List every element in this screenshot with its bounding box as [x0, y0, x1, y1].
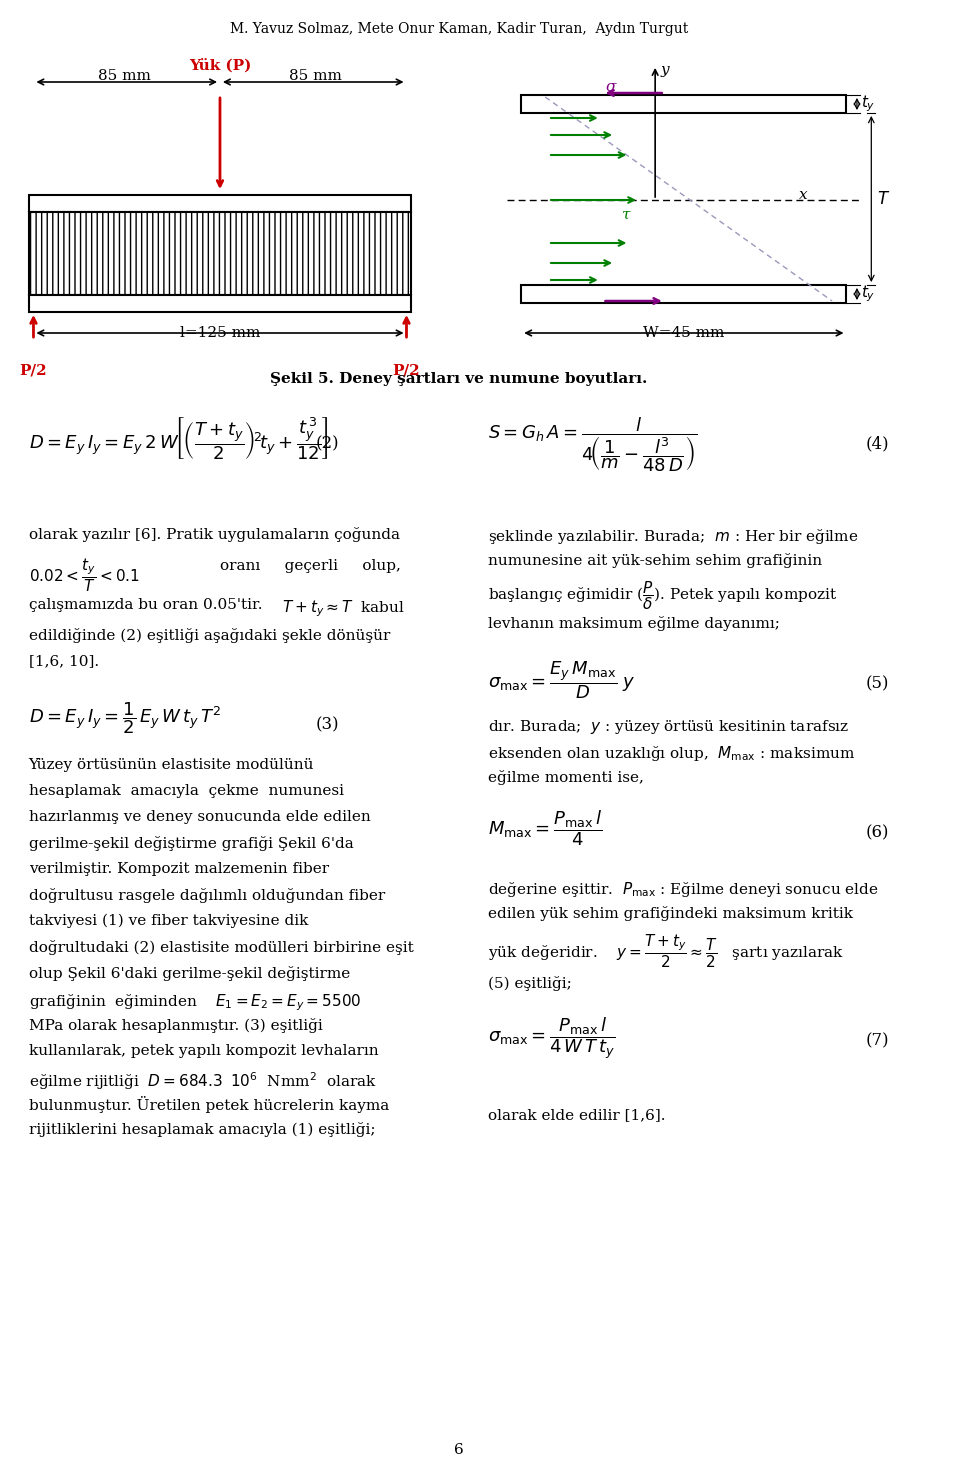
Text: 85 mm: 85 mm — [289, 69, 342, 83]
Text: l=125 mm: l=125 mm — [180, 326, 260, 340]
Text: rijitliklerini hesaplamak amacıyla (1) eşitliği;: rijitliklerini hesaplamak amacıyla (1) e… — [29, 1121, 375, 1138]
Text: olarak yazılır [6]. Pratik uygulamaların çoğunda: olarak yazılır [6]. Pratik uygulamaların… — [29, 527, 399, 542]
Text: $D = E_y\, I_y = E_y\, 2\, W\!\left[\left(\dfrac{T + t_y}{2}\right)^{\!2}\! t_y : $D = E_y\, I_y = E_y\, 2\, W\!\left[\lef… — [29, 414, 328, 461]
Text: P/2: P/2 — [393, 363, 420, 378]
Text: x: x — [799, 187, 807, 202]
Text: levhanın maksimum eğilme dayanımı;: levhanın maksimum eğilme dayanımı; — [488, 616, 780, 631]
Text: oranı     geçerli     olup,: oranı geçerli olup, — [220, 559, 401, 572]
Text: Yük (P): Yük (P) — [189, 59, 252, 72]
Bar — [29, 195, 411, 212]
Text: doğrultusu rasgele dağılımlı olduğundan fiber: doğrultusu rasgele dağılımlı olduğundan … — [29, 889, 385, 903]
Text: Yüzey örtüsünün elastisite modülünü: Yüzey örtüsünün elastisite modülünü — [29, 758, 314, 772]
Text: 6: 6 — [454, 1444, 464, 1457]
Text: eğilme momenti ise,: eğilme momenti ise, — [488, 770, 643, 785]
Text: (5): (5) — [866, 675, 889, 692]
Text: takviyesi (1) ve fiber takviyesine dik: takviyesi (1) ve fiber takviyesine dik — [29, 914, 308, 928]
Text: [1,6, 10].: [1,6, 10]. — [29, 654, 99, 668]
Text: başlangıç eğimidir ($\dfrac{P}{\delta}$). Petek yapılı kompozit: başlangıç eğimidir ($\dfrac{P}{\delta}$)… — [488, 578, 837, 612]
Text: $t_y$: $t_y$ — [861, 94, 876, 114]
Text: $0.02 < \dfrac{t_y}{T} < 0.1$: $0.02 < \dfrac{t_y}{T} < 0.1$ — [29, 556, 139, 593]
Text: doğrultudaki (2) elastisite modülleri birbirine eşit: doğrultudaki (2) elastisite modülleri bi… — [29, 940, 414, 955]
Text: olarak elde edilir [1,6].: olarak elde edilir [1,6]. — [488, 1108, 665, 1121]
Bar — [521, 95, 847, 113]
Text: gerilme-şekil değiştirme grafiği Şekil 6'da: gerilme-şekil değiştirme grafiği Şekil 6… — [29, 836, 353, 851]
Text: W=45 mm: W=45 mm — [643, 326, 725, 340]
Text: y: y — [660, 63, 669, 78]
Text: $T + t_y \approx T$  kabul: $T + t_y \approx T$ kabul — [282, 597, 405, 619]
Text: MPa olarak hesaplanmıştır. (3) eşitliği: MPa olarak hesaplanmıştır. (3) eşitliği — [29, 1017, 323, 1034]
Text: $T$: $T$ — [877, 190, 890, 208]
Text: verilmiştir. Kompozit malzemenin fiber: verilmiştir. Kompozit malzemenin fiber — [29, 862, 329, 875]
Text: grafiğinin  eğiminden    $E_1 = E_2 = E_y = 5500$: grafiğinin eğiminden $E_1 = E_2 = E_y = … — [29, 993, 361, 1013]
Text: şeklinde yazılabilir. Burada;  $m$ : Her bir eğilme: şeklinde yazılabilir. Burada; $m$ : Her … — [488, 527, 858, 546]
Text: kullanılarak, petek yapılı kompozit levhaların: kullanılarak, petek yapılı kompozit levh… — [29, 1044, 378, 1058]
Text: (3): (3) — [316, 716, 339, 733]
Text: P/2: P/2 — [19, 363, 47, 378]
Text: eksenden olan uzaklığı olup,  $M_{\mathrm{max}}$ : maksimum: eksenden olan uzaklığı olup, $M_{\mathrm… — [488, 744, 855, 763]
Text: $D = E_y\, I_y = \dfrac{1}{2}\, E_y\, W\, t_y\, T^2$: $D = E_y\, I_y = \dfrac{1}{2}\, E_y\, W\… — [29, 700, 221, 735]
Text: σ: σ — [606, 81, 615, 94]
Text: çalışmamızda bu oran 0.05'tir.: çalışmamızda bu oran 0.05'tir. — [29, 597, 262, 612]
Bar — [29, 296, 411, 312]
Text: (5) eşitliği;: (5) eşitliği; — [488, 976, 571, 991]
Text: hazırlanmış ve deney sonucunda elde edilen: hazırlanmış ve deney sonucunda elde edil… — [29, 810, 371, 824]
Text: τ: τ — [622, 208, 630, 223]
Bar — [29, 212, 411, 296]
Text: olup Şekil 6'daki gerilme-şekil değiştirme: olup Şekil 6'daki gerilme-şekil değiştir… — [29, 966, 350, 981]
Text: $S = G_h\, A = \dfrac{l}{4\!\left(\dfrac{1}{m} - \dfrac{l^3}{48\,D}\right)}$: $S = G_h\, A = \dfrac{l}{4\!\left(\dfrac… — [488, 414, 697, 474]
Text: M. Yavuz Solmaz, Mete Onur Kaman, Kadir Turan,  Aydın Turgut: M. Yavuz Solmaz, Mete Onur Kaman, Kadir … — [230, 22, 688, 37]
Text: (7): (7) — [866, 1032, 889, 1050]
Text: (6): (6) — [866, 824, 889, 840]
Text: edilen yük sehim grafiğindeki maksimum kritik: edilen yük sehim grafiğindeki maksimum k… — [488, 906, 852, 921]
Text: Şekil 5. Deney şartları ve numune boyutları.: Şekil 5. Deney şartları ve numune boyutl… — [271, 372, 648, 386]
Text: edildiğinde (2) eşitliği aşağıdaki şekle dönüşür: edildiğinde (2) eşitliği aşağıdaki şekle… — [29, 628, 390, 643]
Text: hesaplamak  amacıyla  çekme  numunesi: hesaplamak amacıyla çekme numunesi — [29, 785, 344, 798]
Text: değerine eşittir.  $P_{\mathrm{max}}$ : Eğilme deneyi sonucu elde: değerine eşittir. $P_{\mathrm{max}}$ : E… — [488, 880, 878, 899]
Text: numunesine ait yük-sehim sehim grafiğinin: numunesine ait yük-sehim sehim grafiğini… — [488, 553, 822, 568]
Text: $\sigma_{\mathrm{max}} = \dfrac{P_{\mathrm{max}}\, l}{4\,W\,T\,t_y}$: $\sigma_{\mathrm{max}} = \dfrac{P_{\math… — [488, 1015, 615, 1061]
Text: eğilme rijitliği  $D = 684.3 \;\; 10^6$  Nmm$^2$  olarak: eğilme rijitliği $D = 684.3 \;\; 10^6$ N… — [29, 1070, 376, 1092]
Bar — [521, 285, 847, 303]
Text: bulunmuştur. Üretilen petek hücrelerin kayma: bulunmuştur. Üretilen petek hücrelerin k… — [29, 1097, 389, 1113]
Text: (4): (4) — [866, 435, 889, 452]
Text: $t_y$: $t_y$ — [861, 284, 876, 305]
Text: $\sigma_{\mathrm{max}} = \dfrac{E_y\, M_{\mathrm{max}}}{D}\; y$: $\sigma_{\mathrm{max}} = \dfrac{E_y\, M_… — [488, 660, 635, 701]
Text: yük değeridir.    $y = \dfrac{T + t_y}{2} \approx \dfrac{T}{2}$   şartı yazılara: yük değeridir. $y = \dfrac{T + t_y}{2} \… — [488, 933, 844, 969]
Text: 85 mm: 85 mm — [98, 69, 151, 83]
Text: $M_{\mathrm{max}} = \dfrac{P_{\mathrm{max}}\, l}{4}$: $M_{\mathrm{max}} = \dfrac{P_{\mathrm{ma… — [488, 808, 602, 848]
Text: (2): (2) — [316, 435, 339, 452]
Text: dır. Burada;  $y$ : yüzey örtüsü kesitinin tarafsız: dır. Burada; $y$ : yüzey örtüsü kesitini… — [488, 717, 849, 736]
